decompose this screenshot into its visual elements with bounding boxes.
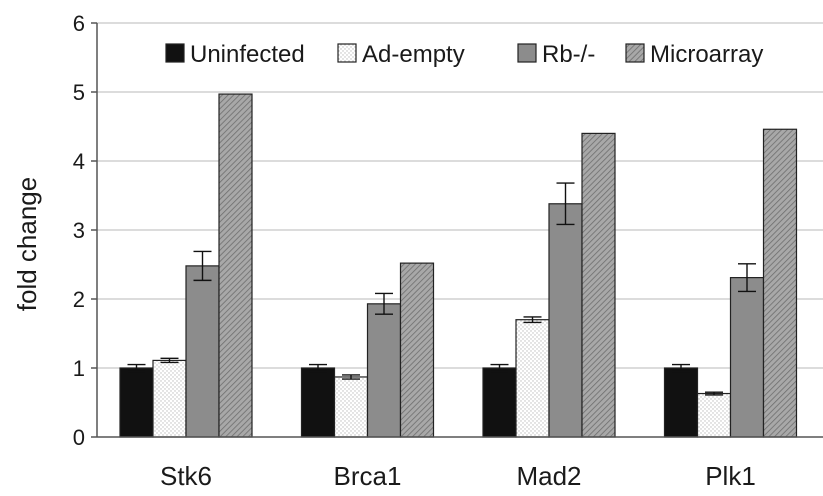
y-tick-label: 5 xyxy=(73,80,85,105)
bar-microarray xyxy=(399,262,435,438)
bar-rb- xyxy=(729,277,765,438)
bar-rb- xyxy=(366,303,402,438)
y-tick-label: 6 xyxy=(73,11,85,36)
legend-label: Rb-/- xyxy=(542,41,595,68)
bar-ad-empty xyxy=(333,376,369,438)
bar-microarray xyxy=(218,93,253,438)
legend-swatch xyxy=(337,43,357,63)
legend: Uninfected Ad-empty Rb-/- Microarray xyxy=(165,41,763,68)
bar-uninfected xyxy=(482,367,517,438)
axis-labels: 0 1 2 3 4 5 6 Stk6 Brca1 Mad2 Plk1 xyxy=(73,11,756,491)
bar-microarray xyxy=(762,128,798,438)
y-tick-label: 2 xyxy=(73,287,85,312)
bar-ad-empty xyxy=(696,392,732,438)
y-tick-label: 3 xyxy=(73,218,85,243)
bar-microarray xyxy=(581,132,616,438)
legend-swatch xyxy=(625,43,645,63)
y-tick-label: 4 xyxy=(73,149,85,174)
axes xyxy=(91,22,823,438)
y-tick-label: 1 xyxy=(73,356,85,381)
legend-swatch xyxy=(165,43,185,63)
legend-label: Ad-empty xyxy=(362,41,465,68)
legend-label: Uninfected xyxy=(190,41,305,68)
bar-rb- xyxy=(548,203,583,438)
bar-uninfected xyxy=(663,367,699,438)
legend-swatch xyxy=(517,43,537,63)
bar-ad-empty xyxy=(515,319,550,438)
bars xyxy=(119,93,798,438)
category-label: Brca1 xyxy=(334,461,402,491)
bar-rb- xyxy=(185,265,220,438)
category-label: Stk6 xyxy=(160,461,212,491)
y-tick-label: 0 xyxy=(73,425,85,450)
bar-ad-empty xyxy=(152,359,187,438)
category-label: Mad2 xyxy=(516,461,581,491)
bar-uninfected xyxy=(119,367,154,438)
y-axis-title: fold change xyxy=(12,177,42,311)
bar-uninfected xyxy=(300,367,336,438)
legend-label: Microarray xyxy=(650,41,763,68)
category-label: Plk1 xyxy=(705,461,756,491)
